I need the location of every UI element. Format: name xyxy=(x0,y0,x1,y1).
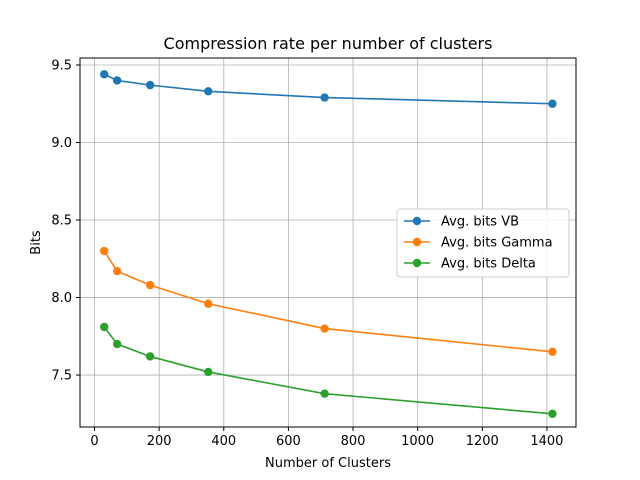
data-point xyxy=(204,367,213,377)
data-point xyxy=(320,93,329,102)
y-axis-label: Bits xyxy=(29,230,44,255)
x-tick-label: 1000 xyxy=(401,434,434,449)
data-point xyxy=(112,76,122,85)
data-point xyxy=(112,266,122,276)
plot-series xyxy=(100,70,557,419)
data-point xyxy=(100,322,109,332)
data-point xyxy=(548,99,557,108)
y-tick-label: 8.0 xyxy=(51,291,72,306)
x-tick-label: 1200 xyxy=(466,434,499,449)
x-tick-label: 600 xyxy=(276,434,301,449)
legend-label: Avg. bits Gamma xyxy=(441,236,553,251)
legend-label: Avg. bits VB xyxy=(441,215,519,230)
x-tick-label: 0 xyxy=(90,434,98,449)
axis-ticks: 0 200 400 600 800 1000 1200 1400 7.5 8.0 8.5 9.0 9.5 xyxy=(51,58,563,449)
x-axis-label: Number of Clusters xyxy=(265,456,391,471)
y-tick-label: 8.5 xyxy=(51,214,72,229)
data-point xyxy=(548,409,557,419)
data-point xyxy=(100,246,109,256)
legend-box xyxy=(396,208,570,278)
data-point xyxy=(548,347,557,357)
legend-item: Avg. bits VB xyxy=(404,215,519,230)
legend-item: Avg. bits Delta xyxy=(404,257,536,272)
data-point xyxy=(320,324,329,333)
data-point xyxy=(145,280,155,290)
x-tick-label: 200 xyxy=(147,434,172,449)
series-2 xyxy=(100,246,557,357)
data-point xyxy=(100,70,109,79)
axes-frame xyxy=(79,57,577,428)
data-point xyxy=(145,352,155,361)
legend-marker xyxy=(412,258,422,268)
legend-label: Avg. bits Delta xyxy=(441,257,536,272)
series-3 xyxy=(100,322,557,419)
data-point xyxy=(320,389,329,398)
chart-title: Compression rate per number of clusters xyxy=(164,34,493,53)
y-tick-label: 9.5 xyxy=(51,58,72,73)
x-tick-label: 800 xyxy=(341,434,366,449)
legend-marker xyxy=(412,237,422,247)
legend-marker xyxy=(412,216,422,226)
series-1 xyxy=(100,70,557,108)
x-tick-label: 1400 xyxy=(530,434,563,449)
legend-item: Avg. bits Gamma xyxy=(404,236,553,251)
data-point xyxy=(204,299,213,308)
data-point xyxy=(145,80,155,90)
data-point xyxy=(204,87,213,96)
series-line xyxy=(103,326,553,415)
data-point xyxy=(112,339,122,349)
x-tick-label: 400 xyxy=(211,434,236,449)
y-tick-label: 9.0 xyxy=(51,136,72,151)
y-tick-label: 7.5 xyxy=(51,369,72,384)
legend: Avg. bits VB Avg. bits Gamma Avg. bits Del… xyxy=(396,208,570,278)
